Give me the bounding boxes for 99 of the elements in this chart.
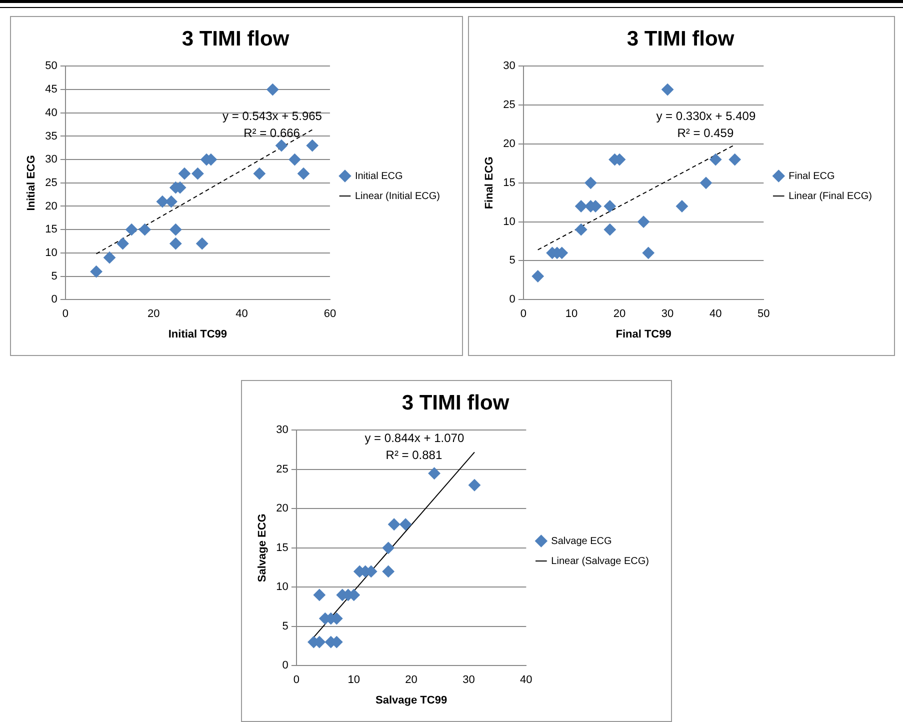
x-tick-label: 0 bbox=[520, 308, 526, 320]
legend-label: Initial ECG bbox=[354, 170, 403, 182]
point bbox=[313, 588, 326, 601]
legend-label: Linear (Final ECG) bbox=[788, 190, 872, 202]
y-tick-label: 20 bbox=[503, 138, 516, 150]
x-tick-label: 20 bbox=[147, 308, 160, 320]
point bbox=[604, 224, 616, 236]
point bbox=[275, 140, 288, 152]
annotation: y = 0.330x + 5.409 bbox=[656, 108, 756, 123]
x-tick-label: 20 bbox=[405, 674, 418, 686]
point bbox=[90, 266, 102, 278]
x-tick-label: 10 bbox=[565, 308, 578, 320]
chart-title: 3 TIMI flow bbox=[182, 27, 290, 50]
y-tick-label: 25 bbox=[276, 463, 288, 476]
x-axis-title: Final TC99 bbox=[616, 328, 672, 340]
y-tick-label: 25 bbox=[503, 99, 516, 112]
y-tick-label: 10 bbox=[45, 246, 58, 259]
y-tick-label: 0 bbox=[282, 660, 288, 672]
point bbox=[642, 246, 654, 259]
legend-label: Linear (Initial ECG) bbox=[354, 190, 440, 202]
y-tick-label: 5 bbox=[282, 620, 288, 632]
point bbox=[728, 154, 741, 166]
point bbox=[156, 196, 168, 208]
x-tick-label: 50 bbox=[758, 308, 770, 320]
y-tick-label: 20 bbox=[276, 502, 288, 515]
x-axis-title: Initial TC99 bbox=[168, 328, 228, 340]
point bbox=[382, 565, 394, 578]
point bbox=[388, 518, 400, 530]
point bbox=[532, 270, 544, 282]
x-tick-label: 60 bbox=[324, 308, 336, 320]
x-tick-label: 10 bbox=[348, 674, 360, 686]
y-tick-label: 15 bbox=[45, 224, 58, 236]
point bbox=[116, 238, 129, 250]
chart-title: 3 TIMI flow bbox=[402, 391, 510, 414]
point bbox=[170, 238, 182, 250]
y-tick-label: 25 bbox=[45, 176, 58, 189]
y-tick-label: 0 bbox=[51, 294, 58, 306]
point bbox=[165, 196, 178, 208]
x-tick-label: 40 bbox=[520, 674, 532, 686]
y-tick-label: 10 bbox=[503, 216, 516, 228]
annotation: y = 0.543x + 5.965 bbox=[222, 108, 322, 123]
point bbox=[575, 224, 588, 236]
y-tick-label: 40 bbox=[45, 106, 58, 119]
x-tick-label: 40 bbox=[709, 308, 722, 320]
x-tick-label: 30 bbox=[462, 674, 475, 686]
y-tick-label: 45 bbox=[45, 84, 58, 96]
y-axis-title: Initial ECG bbox=[26, 155, 38, 211]
y-tick-label: 5 bbox=[509, 254, 516, 267]
point bbox=[700, 176, 712, 189]
point bbox=[638, 216, 650, 228]
point bbox=[178, 168, 190, 180]
legend-label: Final ECG bbox=[788, 170, 835, 182]
x-tick-label: 30 bbox=[661, 308, 674, 320]
x-tick-label: 20 bbox=[613, 308, 626, 320]
point bbox=[428, 467, 440, 480]
annotation: R² = 0.881 bbox=[386, 448, 442, 462]
point bbox=[468, 479, 480, 492]
point bbox=[170, 224, 182, 236]
point bbox=[196, 238, 208, 250]
y-tick-label: 5 bbox=[51, 270, 58, 282]
annotation: R² = 0.666 bbox=[244, 126, 300, 140]
point bbox=[676, 200, 688, 212]
y-tick-label: 30 bbox=[45, 154, 58, 166]
y-tick-label: 0 bbox=[509, 294, 516, 306]
point bbox=[710, 154, 722, 166]
point bbox=[662, 84, 674, 96]
point bbox=[382, 542, 394, 554]
point bbox=[288, 154, 301, 166]
x-axis-title: Salvage TC99 bbox=[376, 694, 448, 706]
x-tick-label: 0 bbox=[293, 674, 300, 686]
y-tick-label: 30 bbox=[503, 60, 516, 72]
legend-label: Linear (Salvage ECG) bbox=[551, 556, 650, 567]
x-tick-label: 0 bbox=[62, 308, 68, 320]
point bbox=[584, 176, 597, 189]
annotation: R² = 0.459 bbox=[677, 126, 734, 140]
y-tick-label: 15 bbox=[276, 542, 288, 554]
x-tick-label: 40 bbox=[236, 308, 248, 320]
y-tick-label: 35 bbox=[45, 130, 58, 142]
point bbox=[298, 168, 310, 180]
y-axis-title: Salvage ECG bbox=[256, 514, 269, 582]
y-tick-label: 50 bbox=[45, 60, 58, 72]
y-tick-label: 30 bbox=[276, 424, 288, 436]
point bbox=[604, 200, 616, 212]
y-tick-label: 10 bbox=[276, 581, 288, 594]
point bbox=[192, 168, 204, 180]
y-tick-label: 20 bbox=[45, 200, 58, 212]
point bbox=[104, 252, 116, 264]
point bbox=[138, 224, 151, 236]
y-axis-title: Final ECG bbox=[484, 156, 496, 210]
legend-label: Salvage ECG bbox=[551, 536, 612, 547]
point bbox=[400, 518, 412, 530]
point bbox=[575, 200, 588, 212]
point bbox=[126, 224, 138, 236]
chart-title: 3 TIMI flow bbox=[626, 27, 735, 50]
point bbox=[266, 84, 279, 96]
annotation: y = 0.844x + 1.070 bbox=[364, 430, 464, 445]
point bbox=[306, 140, 318, 152]
y-tick-label: 15 bbox=[503, 176, 516, 189]
point bbox=[253, 168, 266, 180]
